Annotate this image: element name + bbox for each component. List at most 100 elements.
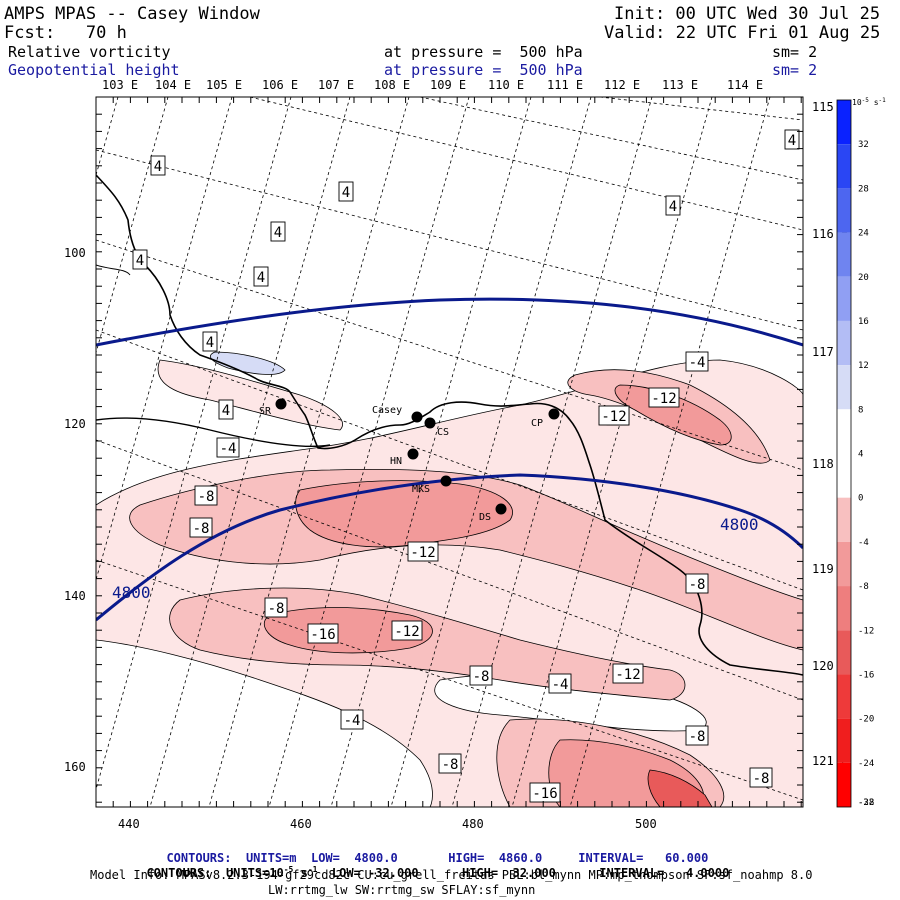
colorbar-segment [837,453,851,498]
vorticity-label-box [612,663,644,684]
top-longitude-label: 107 E [318,78,354,92]
parallel-line [249,97,803,231]
top-longitude-label: 108 E [374,78,410,92]
height-label-4800-west: 4800 [112,583,151,602]
vort-region-dark-2 [264,607,433,654]
footer-height-prefix: CONTOURS: [166,851,232,865]
vorticity-label-box [685,725,709,746]
top-longitude-label: 109 E [430,78,466,92]
colorbar-segment [837,497,851,542]
colorbar-label: 20 [858,273,869,283]
map-title: AMPS MPAS -- Casey Window [4,4,260,24]
vorticity-label-box [150,155,166,176]
axis-ticks [95,96,803,807]
colorbar-segment [837,674,851,719]
footer-height-low: LOW= 4800.0 [310,851,398,865]
colorbar-label: -20 [858,715,874,725]
vorticity-fills [96,351,803,807]
top-longitude-label: 104 E [155,78,191,92]
footer-vort-low: LOW= -32.000 [331,866,419,880]
colorbar-segment [837,586,851,631]
footer-height-interval: INTERVAL= 60.000 [578,851,709,865]
colorbar-label: 32 [858,140,869,150]
top-longitude-label: 110 E [488,78,524,92]
coastline-west [96,264,131,276]
colorbar-unit: 10-5 s-1 [852,97,886,107]
vorticity-label-box [194,485,218,506]
footer-vort-units-exp: -5 [283,865,294,874]
valid-time: Valid: 22 UTC Fri 01 Aug 25 [604,23,881,43]
top-longitude-label: 112 E [604,78,640,92]
colorbar-label: 28 [858,184,869,194]
colorbar-label: -32 [858,798,874,808]
field1-level: at pressure = 500 hPa [384,43,583,61]
meridian-line [149,97,351,807]
vorticity-label: 4 [222,403,230,419]
vorticity-label-box [685,351,709,372]
footer-vort-prefix: CONTOURS: [146,866,212,880]
field1-name: Relative vorticity [8,43,171,61]
height-contour-north [96,297,803,347]
colorbar-label: 0 [858,494,863,504]
station-label-hn: HN [390,456,402,467]
top-longitude-label: 105 E [206,78,242,92]
field2-name: Geopotential height [8,61,180,79]
colorbar-segment [837,276,851,321]
vort-region-dark-1 [295,480,513,548]
vorticity-label: 4 [669,199,677,215]
footer-vort-units-suffix-exp: -1 [307,865,318,874]
y-tick-label-120: 120 [64,417,86,431]
vorticity-label-box [189,517,213,538]
colorbar-label: 16 [858,317,869,327]
colorbar-segment [837,541,851,587]
vorticity-label-box [391,620,423,641]
vorticity-label: -16 [532,786,557,802]
colorbar-segment [837,188,851,233]
vorticity-label-box [307,623,339,644]
meridian-line [569,97,771,807]
meridian-line [208,97,410,807]
station-marker-mks [440,475,452,487]
footer-vort-units: UNITS=10 [225,866,284,880]
vorticity-label-box [438,753,462,774]
vort-region-white-break-2 [96,639,433,807]
vorticity-label-box [469,665,493,686]
plot-frame [95,96,804,808]
colorbar-segment [837,718,851,763]
vorticity-label: 4 [257,270,265,286]
station-marker-cs [424,417,436,429]
station-marker-sr [275,398,287,410]
footer-height-contours: CONTOURS: UNITS=m LOW= 4800.0 HIGH= 4860… [152,840,708,864]
height-label-4800-east: 4800 [720,515,759,534]
init-time: Init: 00 UTC Wed 30 Jul 25 [614,4,881,24]
vorticity-label: -4 [220,441,237,457]
y-tick-label-160: 160 [64,760,86,774]
field2-smooth: sm= 2 [772,61,818,79]
vorticity-label: -8 [753,771,770,787]
vorticity-label-box [338,181,354,202]
meridian-line [268,97,470,807]
station-label-cp: CP [531,418,543,429]
colorbar-segment [837,630,851,675]
parallel-line [599,97,803,121]
colorbar-frame [836,99,852,808]
station-marker-ds [495,503,507,515]
vorticity-label: -8 [473,669,490,685]
vorticity-label: -4 [552,677,569,693]
colorbar-segment [837,762,851,807]
x-tick-label-460: 460 [290,817,312,831]
vorticity-label: -16 [310,627,335,643]
vorticity-label-box [749,767,773,788]
vorticity-label-box [340,709,364,730]
vorticity-label-box [648,387,680,408]
vorticity-label-box [132,249,148,270]
parallel-line [419,97,803,181]
vorticity-label: 4 [154,159,162,175]
meridian-line [96,97,169,355]
colorbar-segment [837,100,851,145]
meridian-line [96,97,292,791]
vort-region-light-2 [157,359,343,431]
colorbar-segment [837,144,851,189]
stations [275,398,560,515]
vorticity-label-box [548,673,572,694]
